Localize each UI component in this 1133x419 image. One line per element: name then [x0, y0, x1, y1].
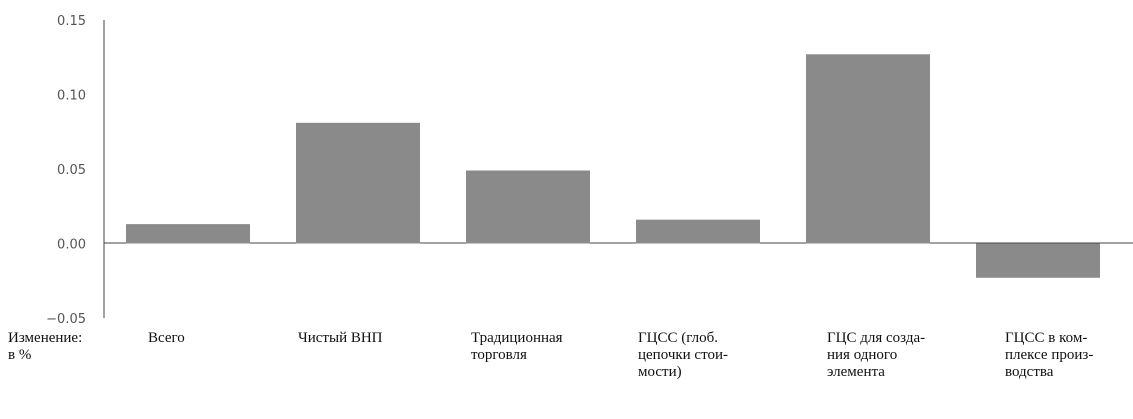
bar [296, 122, 420, 244]
bar [636, 219, 760, 244]
bar [466, 170, 590, 244]
category-label-5: ГЦСС в ком- плексе произ- водства [1005, 330, 1094, 380]
category-label-2: Традиционная торговля [471, 330, 563, 363]
y-tick-label: −0.05 [46, 312, 86, 327]
y-tick-label: 0.00 [57, 238, 86, 253]
category-label-3: ГЦСС (глоб. цепочки стои- мости) [638, 330, 728, 380]
y-tick-label: 0.05 [57, 163, 86, 178]
bar [126, 224, 250, 244]
category-label-1: Чистый ВНП [298, 330, 383, 346]
category-label-0: Всего [148, 330, 185, 346]
bar-chart: 0.15 0.10 0.05 0.00 −0.05 [46, 14, 1133, 327]
y-tick-label: 0.10 [57, 89, 86, 104]
y-tick-label: 0.15 [57, 14, 86, 29]
bar [976, 243, 1100, 278]
category-label-4: ГЦС для созда- ния одного элемента [827, 330, 926, 380]
bar [806, 54, 930, 244]
row-label: Изменение: в % [8, 330, 83, 363]
